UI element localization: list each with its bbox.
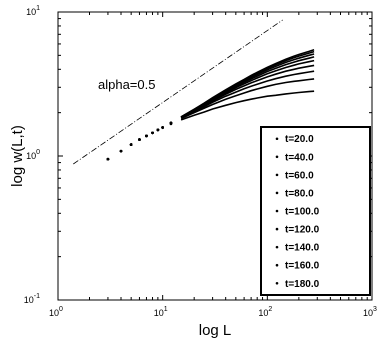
x-tick-exponent: 1 (164, 306, 168, 313)
legend-entry: t=140.0 (285, 243, 320, 254)
data-point (169, 121, 173, 125)
x-tick-label: 101 (154, 306, 168, 318)
y-axis-label: log w(L,t) (9, 125, 26, 187)
data-point (119, 149, 123, 153)
y-tick-exponent: 1 (36, 5, 40, 12)
data-point (161, 126, 164, 129)
legend-entry: t=100.0 (285, 207, 320, 218)
legend: t=20.0 t=40.0 t=60.0 t=80.0 t=100.0 t=120.0 t=… (260, 126, 371, 296)
legend-marker (275, 227, 279, 231)
series-line (180, 70, 315, 119)
legend-entry: t=180.0 (285, 279, 320, 290)
x-tick-label: 103 (363, 306, 377, 318)
y-tick-exponent: -1 (34, 293, 40, 300)
data-layer (106, 48, 315, 161)
series-line (180, 90, 315, 121)
data-point (151, 131, 154, 135)
x-tick-exponent: 3 (373, 306, 377, 313)
data-point (138, 138, 141, 141)
legend-marker (275, 191, 279, 195)
series-t=180.0 (106, 48, 315, 161)
series-line (180, 64, 315, 119)
data-point (106, 157, 110, 161)
legend-marker (275, 209, 279, 213)
reference-line-layer (73, 19, 283, 165)
y-tick-exponent: 0 (36, 149, 40, 156)
y-tick-label: 101 (26, 5, 40, 17)
legend-marker (275, 137, 279, 141)
series-line (180, 78, 315, 120)
x-axis-label: log L (199, 322, 232, 339)
x-tick-exponent: 2 (268, 306, 272, 313)
slope-annotation: alpha=0.5 (98, 77, 155, 92)
x-tick-exponent: 0 (59, 306, 63, 313)
legend-entry: t=20.0 (285, 134, 314, 145)
legend-entry: t=60.0 (285, 170, 314, 181)
legend-marker (275, 173, 279, 177)
data-point (129, 143, 133, 146)
legend-entry: t=120.0 (285, 225, 320, 236)
legend-entry: t=80.0 (285, 188, 314, 199)
data-point (156, 128, 160, 132)
series-line (180, 48, 315, 118)
legend-marker (275, 245, 279, 249)
y-tick-label: 10-1 (24, 293, 40, 305)
x-tick-label: 102 (258, 306, 272, 318)
legend-entry: t=40.0 (285, 152, 314, 163)
legend-marker (275, 263, 279, 267)
data-point (145, 134, 148, 138)
x-tick-label: 100 (49, 306, 63, 318)
legend-entry: t=160.0 (285, 261, 320, 272)
legend-marker (275, 155, 279, 159)
reference-line (73, 19, 283, 165)
legend-marker (275, 281, 279, 285)
legend-box (260, 126, 371, 296)
y-tick-label: 100 (26, 149, 40, 161)
